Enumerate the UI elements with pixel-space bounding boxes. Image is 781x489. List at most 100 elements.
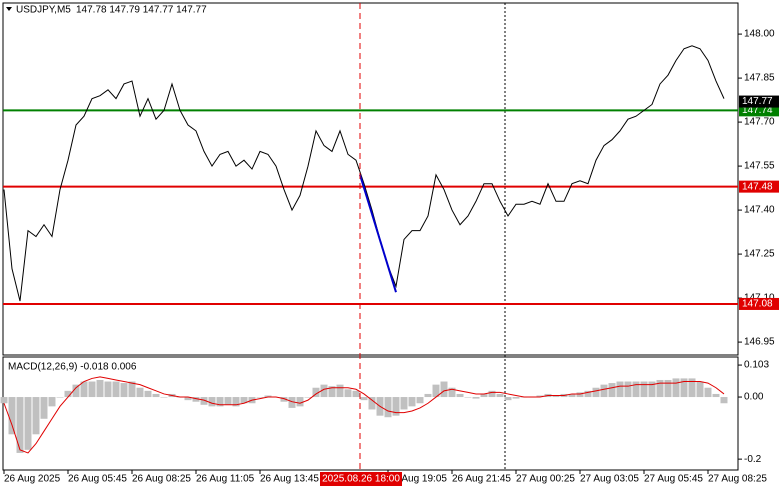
macd-bar: [384, 397, 392, 418]
macd-bar: [600, 384, 608, 398]
y-tick-label: -0.2: [744, 454, 762, 465]
level-label: 147.48: [742, 181, 773, 192]
x-tick-label: 27 Aug 08:25: [708, 474, 767, 485]
macd-bar: [16, 397, 24, 453]
macd-bar: [192, 397, 200, 402]
macd-bar: [440, 381, 448, 398]
x-tick-label: 26 Aug 2025: [4, 474, 61, 485]
macd-bar: [264, 395, 272, 398]
macd-bar: [576, 392, 584, 398]
macd-bar: [552, 395, 560, 398]
macd-bar: [352, 390, 360, 398]
macd-bar: [32, 397, 40, 435]
level-label: 147.08: [742, 299, 773, 310]
x-tick-label: 27 Aug 00:25: [516, 474, 575, 485]
macd-bar: [432, 384, 440, 398]
macd-bar: [592, 387, 600, 398]
macd-bar: [496, 393, 504, 398]
macd-bar: [512, 397, 520, 399]
y-tick-label: 0.00: [744, 392, 764, 403]
macd-bar: [624, 381, 632, 398]
macd-bar: [24, 397, 32, 450]
macd-bar: [88, 381, 96, 398]
macd-bar: [328, 386, 336, 398]
macd-bar: [448, 387, 456, 398]
y-tick-label: 148.00: [744, 29, 775, 40]
macd-bar: [96, 379, 104, 398]
y-tick-label: 147.40: [744, 205, 775, 216]
y-tick-label: 147.85: [744, 73, 775, 84]
macd-bar: [136, 387, 144, 398]
x-tick-label: 26 Aug 08:25: [132, 474, 191, 485]
macd-bar: [112, 381, 120, 398]
macd-bar: [712, 393, 720, 398]
y-tick-label: 146.95: [744, 337, 775, 348]
macd-title: MACD(12,26,9) -0.018 0.006: [8, 362, 137, 373]
macd-bar: [416, 397, 424, 404]
macd-bar: [256, 397, 264, 398]
macd-bar: [152, 393, 160, 398]
y-tick-label: 147.70: [744, 117, 775, 128]
level-label-bg: [739, 180, 779, 193]
macd-bar: [456, 393, 464, 398]
x-tick-label: 26 Aug 05:45: [68, 474, 127, 485]
macd-bar: [0, 397, 8, 404]
macd-bar: [56, 397, 64, 398]
macd-bar: [208, 397, 216, 407]
macd-bar: [368, 397, 376, 410]
y-tick-label: 0.103: [744, 360, 769, 371]
macd-bar: [72, 384, 80, 398]
macd-bar: [224, 397, 232, 405]
macd-bar: [336, 384, 344, 398]
macd-bar: [488, 390, 496, 398]
macd-bar: [8, 397, 16, 435]
macd-bar: [200, 397, 208, 405]
macd-bar: [640, 381, 648, 398]
macd-bar: [360, 397, 368, 401]
macd-bar: [40, 397, 48, 419]
macd-bar: [104, 381, 112, 398]
macd-bar: [608, 383, 616, 398]
macd-bar: [304, 397, 312, 398]
macd-bar: [672, 378, 680, 398]
current-price-label: 147.77: [742, 96, 773, 107]
trend-line: [359, 174, 397, 293]
x-tick-label: 27 Aug 05:45: [644, 474, 703, 485]
macd-bar: [144, 390, 152, 398]
macd-bar: [472, 397, 480, 399]
macd-bar: [80, 381, 88, 398]
x-tick-label: 26 Aug 13:45: [260, 474, 319, 485]
level-label-bg: [739, 297, 779, 310]
macd-bar: [464, 397, 472, 398]
symbol-title: USDJPY,M5: [16, 5, 71, 16]
signal-line: [3, 376, 725, 454]
macd-bar: [664, 379, 672, 398]
macd-bar: [504, 397, 512, 401]
crosshair-label-bg: [320, 472, 402, 486]
macd-bar: [288, 397, 296, 408]
macd-bar: [584, 390, 592, 398]
ohlc: 147.78 147.79 147.77 147.77: [76, 5, 207, 16]
macd-bar: [160, 397, 168, 398]
macd-bar: [408, 397, 416, 407]
macd-frame: [2, 356, 739, 471]
macd-bar: [64, 390, 72, 398]
macd-bar: [280, 397, 288, 402]
y-tick-label: 147.55: [744, 161, 775, 172]
macd-bar: [312, 387, 320, 398]
macd-bar: [48, 397, 56, 407]
macd-bar: [128, 381, 136, 398]
price-frame: [2, 2, 739, 356]
macd-bar: [320, 384, 328, 398]
macd-bar: [424, 393, 432, 398]
macd-bar: [720, 397, 728, 404]
macd-bar: [656, 379, 664, 398]
macd-bar: [400, 397, 408, 410]
macd-bar: [216, 397, 224, 407]
macd-bar: [632, 381, 640, 398]
macd-bar: [680, 378, 688, 398]
macd-bar: [392, 397, 400, 416]
macd-bar: [344, 389, 352, 398]
